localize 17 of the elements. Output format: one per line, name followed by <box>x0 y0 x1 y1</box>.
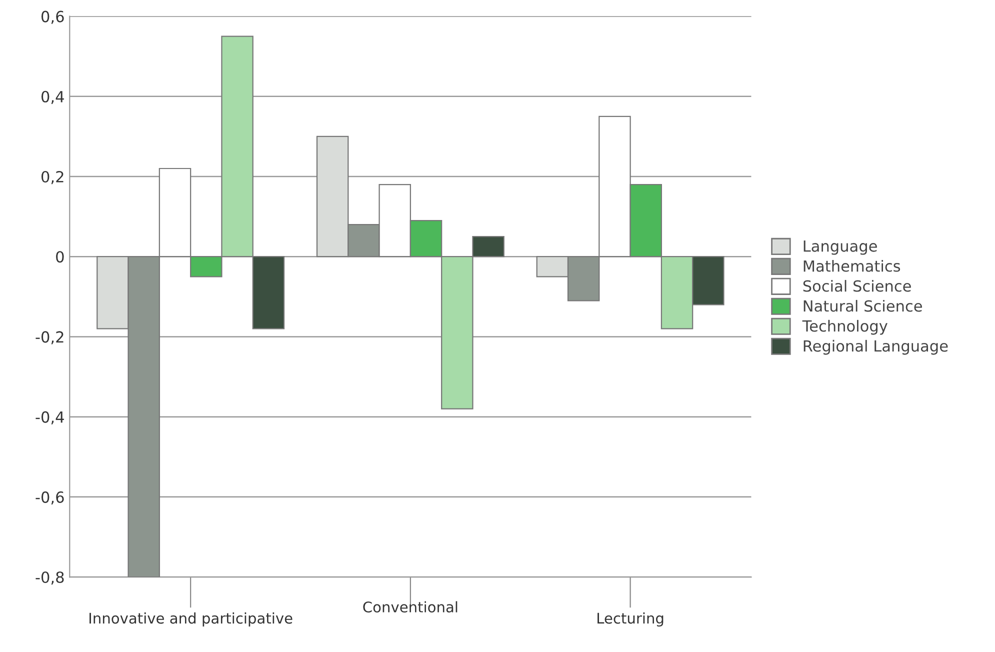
y-tick-label: -0,8 <box>36 571 64 585</box>
y-tick-label: 0,6 <box>42 10 64 24</box>
legend-label: Mathematics <box>804 260 900 272</box>
y-tick-label: -0,6 <box>36 491 64 504</box>
legend-label: Technology <box>802 320 888 335</box>
y-tick-label: 0,4 <box>42 90 64 104</box>
y-tick-label: 0,2 <box>42 170 64 184</box>
x-tick-label: Lecturing <box>598 612 664 627</box>
legend-label: Natural Science <box>804 300 922 312</box>
x-tick-label: Conventional <box>363 601 458 613</box>
y-tick-label: -0,2 <box>36 331 64 344</box>
x-tick-label: Innovative and participative <box>90 612 292 627</box>
legend-label: Social Science <box>803 280 911 292</box>
legend-label: Language <box>804 240 877 255</box>
y-tick-label: -0,4 <box>36 411 64 424</box>
y-tick-label: 0 <box>56 251 64 263</box>
legend-label: Regional Language <box>804 340 948 355</box>
